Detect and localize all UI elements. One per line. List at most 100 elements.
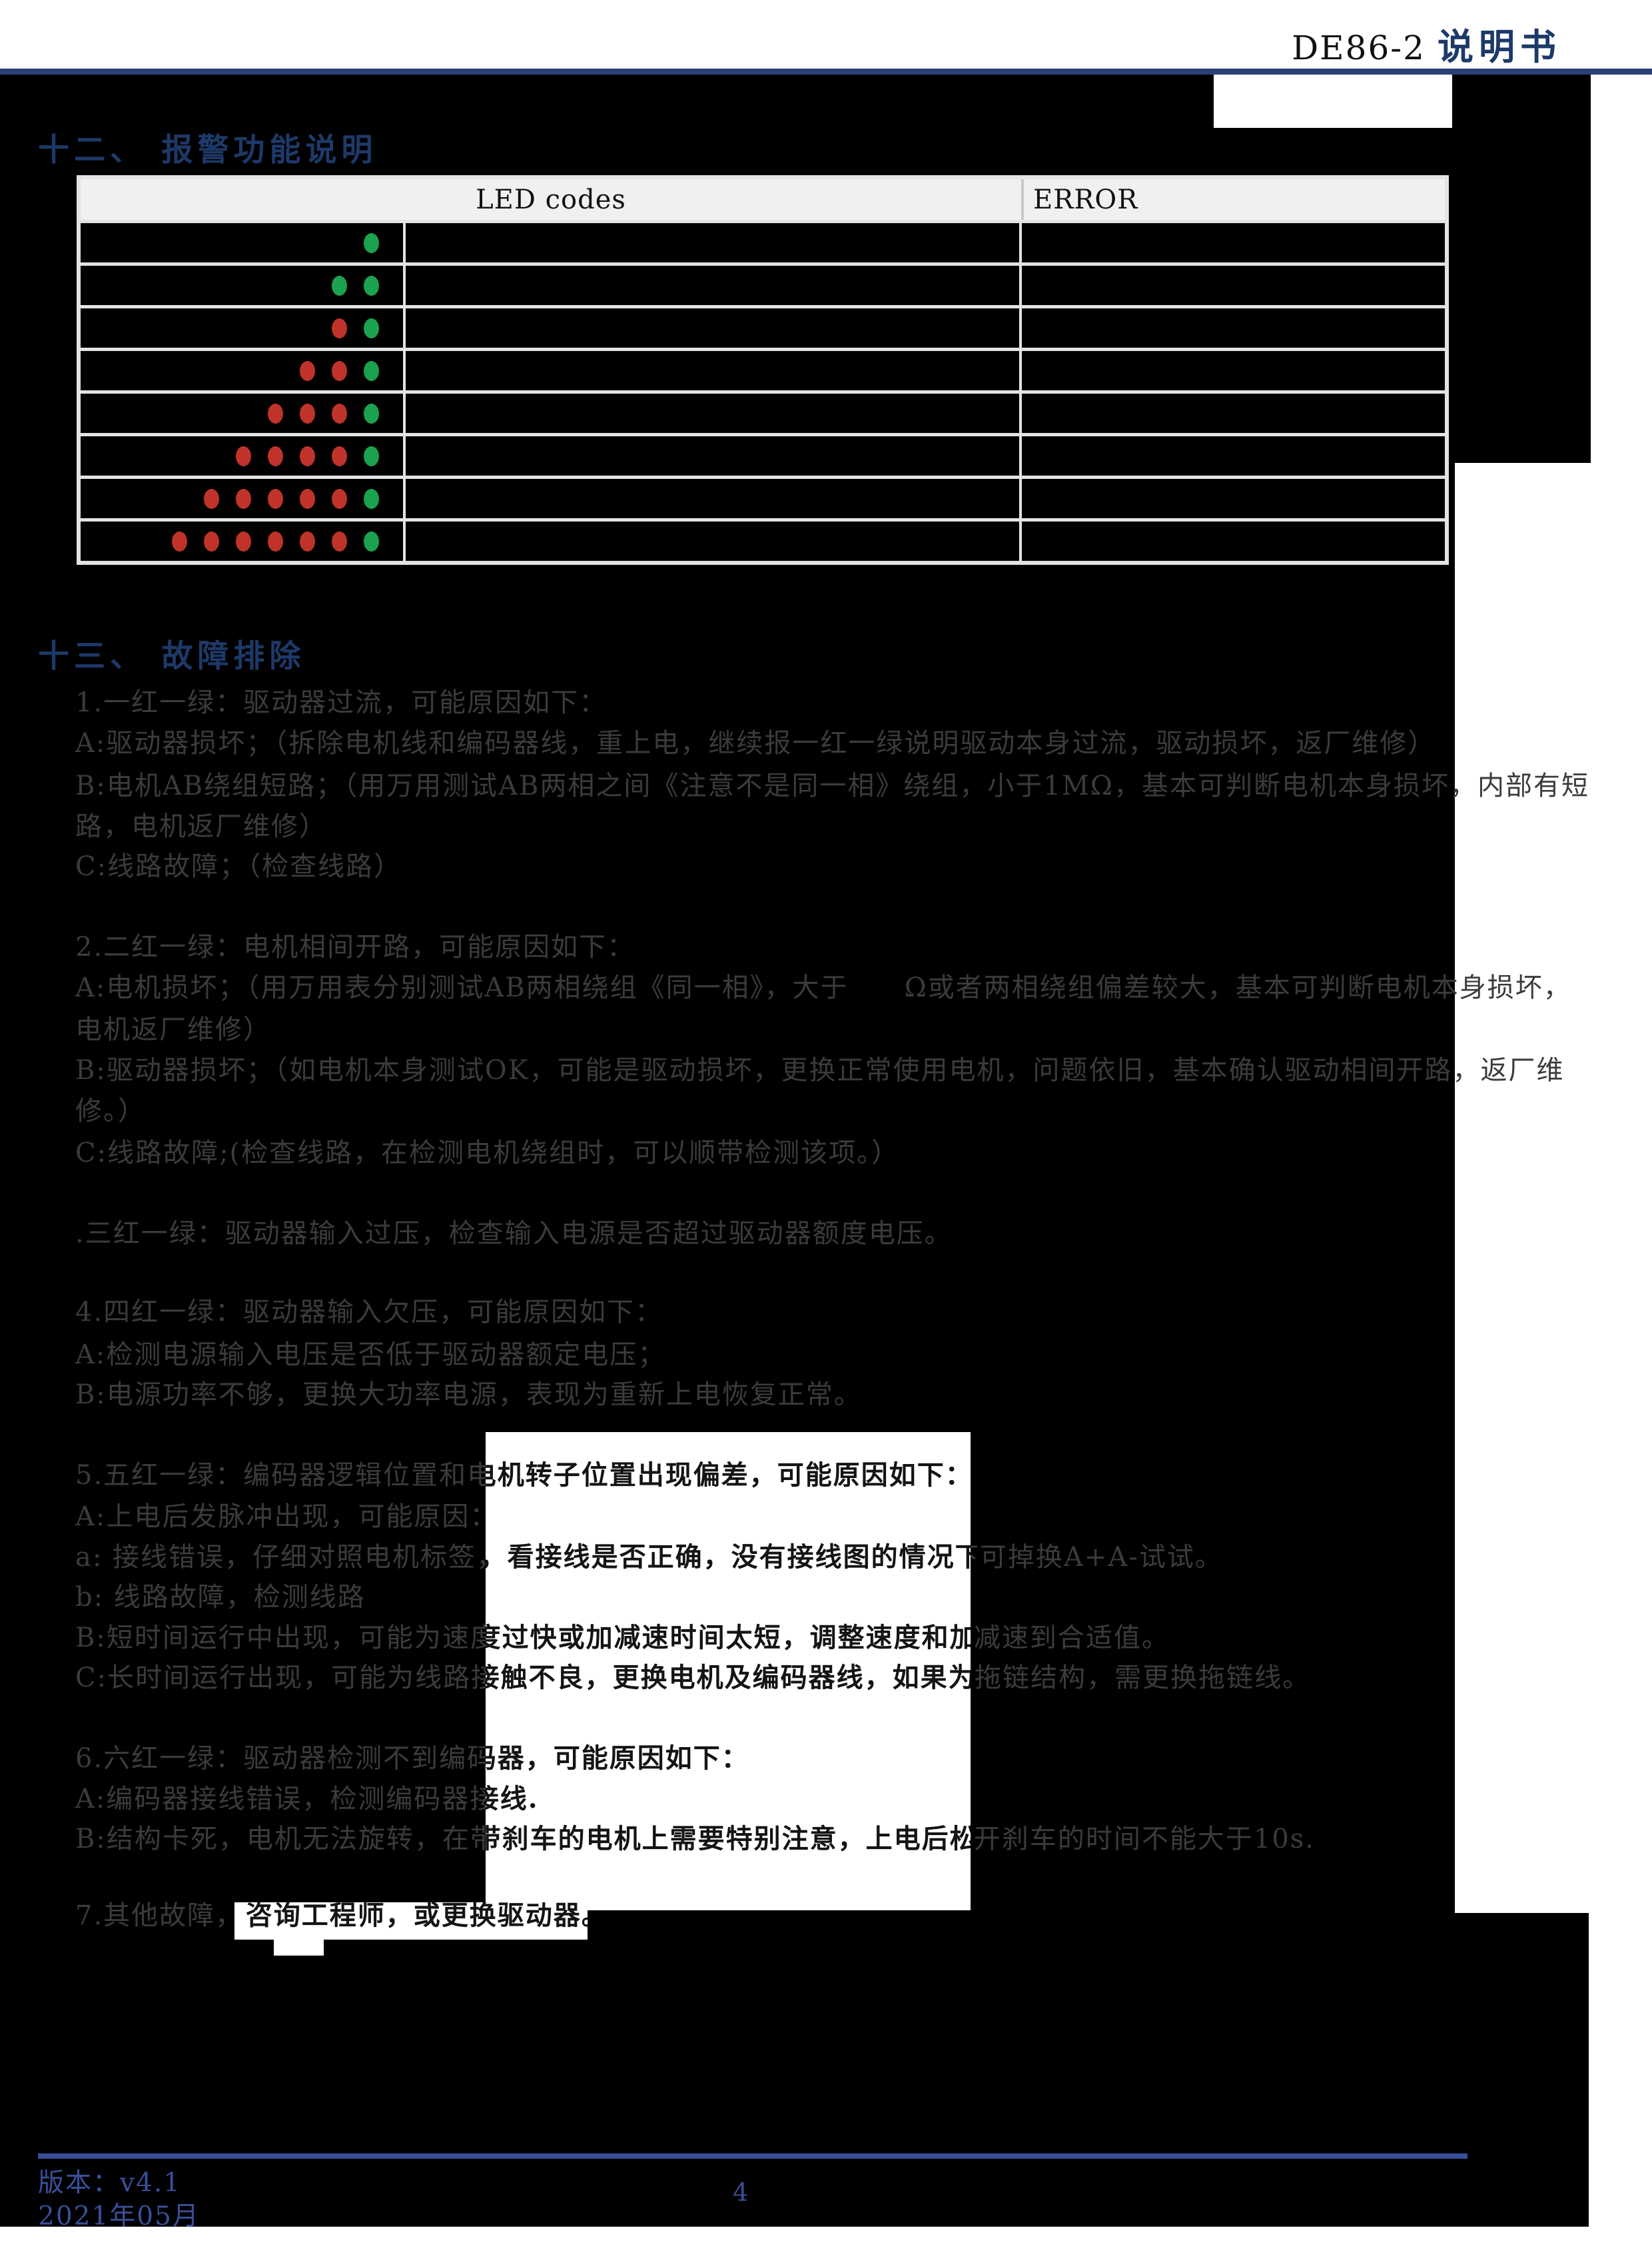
led-dot-green (364, 318, 379, 338)
led-dot-green (364, 360, 379, 381)
led-dot-red (332, 488, 347, 509)
white-gap-topright (1214, 75, 1452, 128)
led-dot-green (364, 531, 379, 552)
led-dot-red (268, 531, 283, 552)
led-dot-red (172, 531, 187, 552)
body-text-line-bold: 6.六红一绿：驱动器检测不到编码器，可能原因如下： (486, 1742, 749, 1774)
body-text-line: 路，电机返厂维修） (75, 811, 327, 842)
led-dot-red (332, 531, 347, 552)
body-text-line: A:上电后发脉冲出现，可能原因： (75, 1501, 498, 1532)
led-dot-red (236, 488, 251, 509)
table-row (81, 518, 1445, 561)
led-codes-cell (81, 522, 403, 561)
page-background-black-bottomright (1455, 1913, 1589, 2227)
body-text-line: C:线路故障；（检查线路） (75, 851, 402, 882)
body-text-line: A:驱动器损坏；（拆除电机线和编码器线，重上电，继续报一红一绿说明驱动本身过流，… (75, 728, 1436, 759)
body-text-line: A:检测电源输入电压是否低于驱动器额定电压； (75, 1339, 666, 1370)
body-text-line-bold: a: 接线错误，仔细对照电机标签，看接线是否正确，没有接线图的情况下可掉换A+A… (486, 1541, 971, 1573)
led-dot-green (364, 232, 379, 253)
white-patch: 5.五红一绿：编码器逻辑位置和电机转子位置出现偏差，可能原因如下： a: 接线错误… (486, 1432, 971, 1910)
white-patch (274, 1937, 324, 1956)
error-cell (1019, 436, 1445, 476)
middle-cell (403, 266, 1019, 305)
led-dot-red (268, 488, 283, 509)
table-row (81, 433, 1445, 476)
led-dot-red (268, 403, 283, 424)
led-dot-green (364, 446, 379, 466)
led-dot-red (268, 446, 283, 466)
table-row (81, 348, 1445, 390)
table-header-row: LED codes ERROR (81, 179, 1445, 220)
body-text-line: C:线路故障;(检查线路，在检测电机绕组时，可以顺带检测该项。） (75, 1138, 900, 1168)
header-rule (0, 69, 1652, 75)
error-cell (1019, 223, 1445, 262)
footer-date: 2021年05月 (38, 2201, 200, 2231)
table-header-error: ERROR (1021, 179, 1445, 220)
table-header-led-codes: LED codes (476, 184, 626, 215)
led-dot-red (300, 488, 315, 509)
led-dot-red (300, 446, 315, 466)
led-dot-red (204, 488, 219, 509)
body-text-line: B:驱动器损坏；（如电机本身测试OK，可能是驱动损坏，更换正常使用电机，问题依旧… (75, 1055, 1565, 1086)
body-text-line: .三红一绿：驱动器输入过压，检查输入电源是否超过驱动器额度电压。 (75, 1218, 953, 1249)
page-title-model: DE86-2 (1292, 29, 1426, 67)
led-dot-red (236, 446, 251, 466)
page-background-black-topright (1455, 75, 1591, 463)
body-text-line-bold: 7.其他故障，咨询工程师，或更换驱动器。 (234, 1902, 588, 1931)
led-codes-cell (81, 479, 403, 518)
led-table-rows (81, 220, 1445, 561)
white-patch: 7.其他故障，咨询工程师，或更换驱动器。 (234, 1902, 588, 1940)
middle-cell (403, 522, 1019, 561)
body-text-line-bold: A:编码器接线错误，检测编码器接线. (486, 1783, 539, 1814)
body-text-line-bold: C:长时间运行出现，可能为线路接触不良，更换电机及编码器线，如果为拖链结构，需更… (486, 1662, 971, 1693)
body-text-line: B:电机AB绕组短路；（用万用测试AB两相之间《注意不是同一相》绕组，小于1MΩ… (75, 771, 1590, 801)
body-text-line: b: 线路故障，检测线路 (75, 1582, 366, 1613)
body-text-line: 电机返厂维修） (75, 1014, 271, 1045)
body-text-line: A:电机损坏；（用万用表分别测试AB两相绕组《同一相》，大于 Ω或者两相绕组偏差… (75, 972, 1571, 1003)
error-cell (1019, 351, 1445, 390)
footer-page-number: 4 (733, 2178, 750, 2207)
led-dot-green (364, 488, 379, 509)
led-codes-cell (81, 436, 403, 476)
body-text-line: 4.四红一绿：驱动器输入欠压，可能原因如下： (75, 1297, 663, 1327)
led-dot-red (332, 360, 347, 381)
table-row (81, 390, 1445, 433)
led-dot-red (300, 360, 315, 381)
body-text-line-bold: 5.五红一绿：编码器逻辑位置和电机转子位置出现偏差，可能原因如下： (486, 1459, 971, 1491)
led-dot-green (364, 275, 379, 296)
led-codes-cell (81, 266, 403, 305)
led-dot-green (332, 275, 347, 296)
body-text-line: 1.一红一绿：驱动器过流，可能原因如下： (75, 687, 608, 718)
body-text-line-bold: B:短时间运行中出现，可能为速度过快或加减速时间太短，调整速度和加减速到合适值。 (486, 1622, 971, 1653)
led-dot-red (300, 403, 315, 424)
led-codes-cell (81, 394, 403, 433)
led-dot-red (332, 403, 347, 424)
table-row (81, 476, 1445, 518)
led-dot-red (236, 531, 251, 552)
table-row (81, 305, 1445, 348)
led-dot-green (364, 403, 379, 424)
middle-cell (403, 223, 1019, 262)
led-codes-table: LED codes ERROR (77, 175, 1449, 565)
table-row (81, 262, 1445, 305)
error-cell (1019, 522, 1445, 561)
section-12-heading: 十二、 报警功能说明 (38, 132, 378, 169)
footer-version: 版本：v4.1 (38, 2168, 182, 2198)
section-13-heading: 十三、 故障排除 (38, 638, 306, 675)
body-text-line: 修。） (75, 1096, 146, 1126)
middle-cell (403, 479, 1019, 518)
page-title: DE86-2 说明书 (1292, 17, 1561, 70)
error-cell (1019, 266, 1445, 305)
body-text-line: A:编码器接线错误，检测编码器接线. (75, 1784, 536, 1814)
middle-cell (403, 308, 1019, 348)
body-text-line: 2.二红一绿：电机相间开路，可能原因如下： (75, 932, 635, 962)
led-codes-cell (81, 351, 403, 390)
led-dot-red (300, 531, 315, 552)
led-dot-red (204, 531, 219, 552)
body-text-line: B:电源功率不够，更换大功率电源，表现为重新上电恢复正常。 (75, 1379, 862, 1410)
middle-cell (403, 394, 1019, 433)
page-title-suffix: 说明书 (1438, 25, 1561, 68)
table-row (81, 220, 1445, 262)
led-codes-cell (81, 308, 403, 348)
led-dot-red (332, 318, 347, 338)
